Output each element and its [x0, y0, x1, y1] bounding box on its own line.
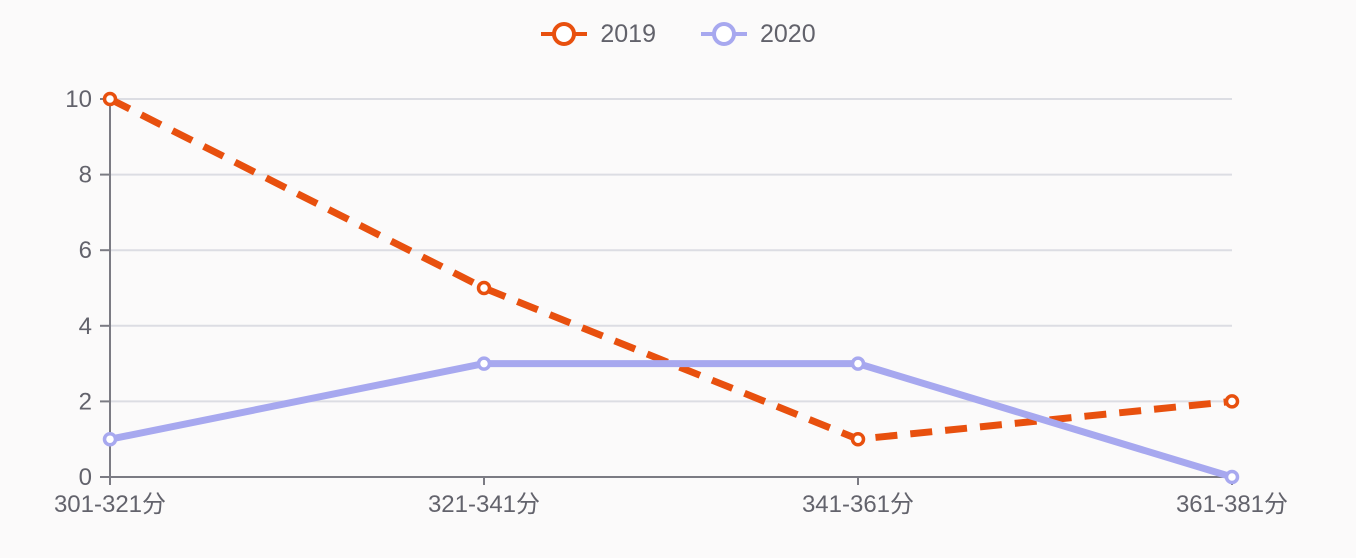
x-axis-label: 301-321分 — [54, 491, 166, 518]
series-line-2019 — [108, 95, 1233, 443]
y-axis-label: 10 — [65, 86, 92, 113]
data-point-2020-341-361分[interactable] — [850, 356, 866, 371]
legend: 2019 2020 — [0, 20, 1356, 48]
data-point-2019-341-361分[interactable] — [850, 431, 866, 447]
x-axis-label: 361-381分 — [1176, 491, 1288, 518]
y-axis-label: 6 — [79, 237, 92, 264]
y-axis-label: 2 — [79, 388, 92, 415]
x-axis-label: 341-361分 — [802, 491, 914, 518]
y-axis-label: 8 — [79, 162, 92, 189]
data-point-2019-361-381分[interactable] — [1224, 394, 1240, 409]
legend-item-2020[interactable]: 2020 — [700, 20, 816, 48]
data-point-2020-321-341分[interactable] — [476, 356, 492, 371]
data-point-2020-301-321分[interactable] — [102, 431, 118, 447]
y-axis-label: 4 — [79, 313, 92, 340]
legend-label-2019: 2019 — [600, 19, 656, 48]
y-axis-label: 0 — [79, 464, 92, 491]
data-point-2019-301-321分[interactable] — [102, 91, 118, 107]
series-line-2020 — [109, 360, 1234, 481]
legend-item-2019[interactable]: 2019 — [540, 20, 656, 48]
line-circle-marker-icon — [541, 22, 588, 46]
x-axis-label: 321-341分 — [428, 491, 540, 518]
legend-label-2020: 2020 — [760, 19, 816, 48]
line-circle-marker-icon — [701, 22, 747, 46]
data-point-2020-361-381分[interactable] — [1224, 469, 1240, 485]
data-point-2019-321-341分[interactable] — [476, 280, 492, 296]
